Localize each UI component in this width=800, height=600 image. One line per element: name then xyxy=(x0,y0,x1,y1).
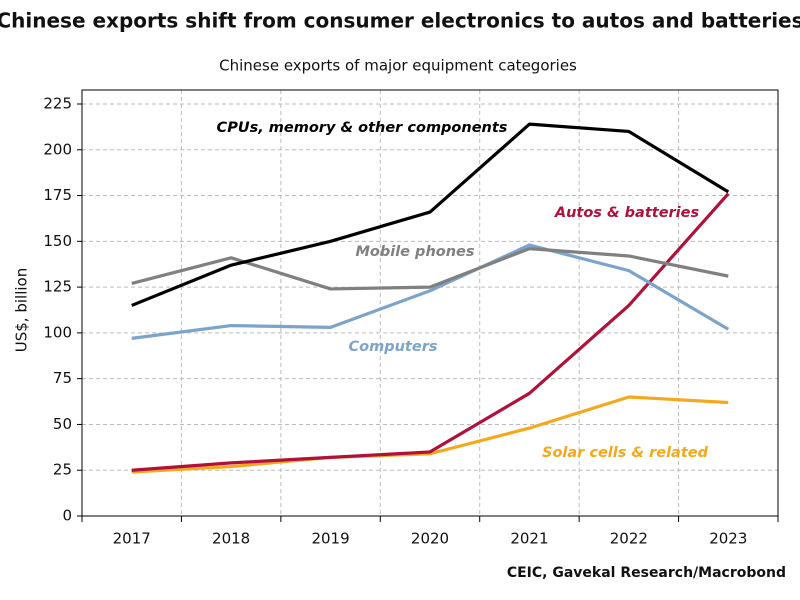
series-line xyxy=(131,243,730,340)
y-tick-label: 100 xyxy=(43,323,72,341)
series-line xyxy=(131,122,730,307)
x-tick-label: 2017 xyxy=(113,530,151,548)
series-label: Autos & batteries xyxy=(554,205,700,221)
series-label: Solar cells & related xyxy=(542,445,709,461)
y-tick-label: 175 xyxy=(43,186,72,204)
x-tick-label: 2018 xyxy=(212,530,250,548)
series-line xyxy=(131,192,730,472)
x-tick-label: 2019 xyxy=(311,530,349,548)
series-label: Mobile phones xyxy=(355,244,474,260)
series-label: Computers xyxy=(349,339,438,355)
chart-subtitle: Chinese exports of major equipment categ… xyxy=(219,57,577,75)
series-line xyxy=(131,247,729,291)
y-tick-label: 225 xyxy=(43,95,72,113)
y-axis-label: US$, billion xyxy=(13,268,31,352)
y-tick-label: 25 xyxy=(53,461,72,479)
series-line xyxy=(131,395,729,474)
y-tick-label: 0 xyxy=(62,507,72,525)
y-tick-label: 150 xyxy=(43,232,72,250)
series-label: CPUs, memory & other components xyxy=(217,120,508,136)
x-tick-label: 2023 xyxy=(709,530,747,548)
x-tick-label: 2022 xyxy=(610,530,648,548)
y-tick-label: 200 xyxy=(43,140,72,158)
source: CEIC, Gavekal Research/Macrobond xyxy=(507,565,786,581)
x-tick-label: 2020 xyxy=(411,530,449,548)
x-tick-label: 2021 xyxy=(510,530,548,548)
chart-title: Chinese exports shift from consumer elec… xyxy=(0,9,800,33)
y-tick-label: 50 xyxy=(53,415,72,433)
plot-frame xyxy=(81,89,779,517)
y-tick-label: 125 xyxy=(43,278,72,296)
y-tick-label: 75 xyxy=(53,369,72,387)
